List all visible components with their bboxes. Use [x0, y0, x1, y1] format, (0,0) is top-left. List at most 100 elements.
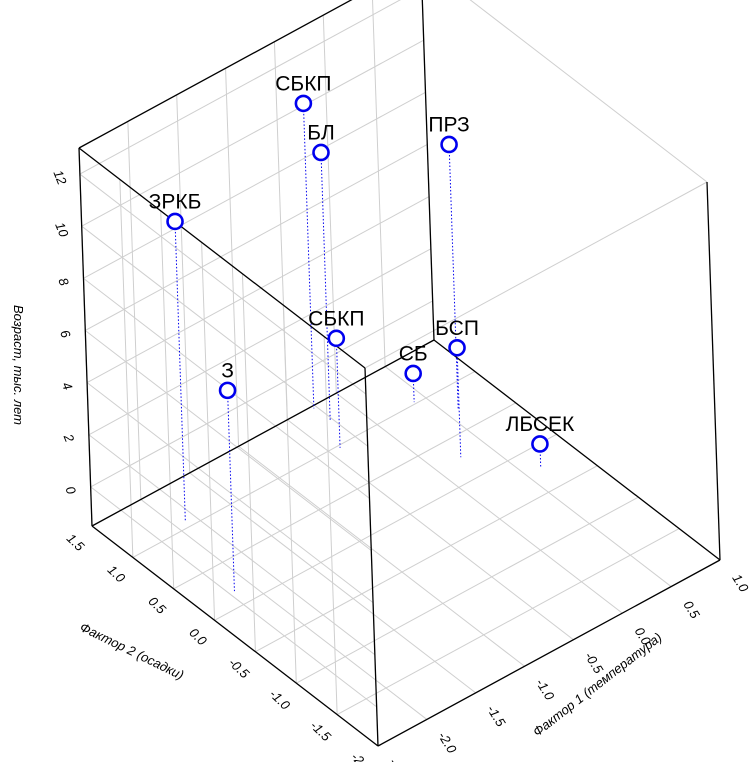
x-tick-label: -1.0 — [533, 676, 558, 704]
data-point-marker — [312, 143, 330, 162]
data-point-marker — [327, 329, 346, 348]
floor-grid-line — [132, 370, 476, 558]
right-wall-grid-line — [372, 0, 386, 367]
z-tick-label: 12 — [50, 168, 70, 188]
left-wall-grid-line — [81, 225, 368, 447]
frame-edge — [433, 339, 721, 561]
x-tick-label: -2.5 — [386, 755, 411, 762]
left-wall-grid-line — [84, 330, 372, 551]
tick-labels: -2.5 -2.0 -1.5 -1.0 -0.5 0.0 0.5 1.0 -2.0 -1.5 -1.… — [50, 168, 750, 762]
z-tick-label: 4 — [59, 380, 76, 392]
top-edge — [364, 181, 708, 369]
drop-line — [227, 390, 235, 592]
floor-grid-line — [384, 366, 672, 587]
y-tick-label: 0.5 — [146, 594, 170, 618]
y-tick-label: 1.0 — [105, 562, 129, 586]
floor-grid-line — [238, 445, 525, 667]
data-point-marker — [294, 94, 313, 113]
data-point-label: ЛБСЕК — [506, 413, 575, 436]
drop-lines — [174, 103, 542, 592]
right-wall-grid-line — [85, 144, 428, 331]
floor-grid-line — [287, 419, 574, 641]
left-wall-grid-line — [160, 210, 175, 589]
right-wall-grid-line — [81, 39, 424, 227]
data-points: ЗРКБ З СБКП БЛ ПРЗ СБКП БСП СБ ЛБСЕК — [149, 72, 575, 453]
right-wall-grid-line — [86, 196, 430, 384]
data-point-label: З — [221, 359, 234, 382]
z-tick-label: 2 — [60, 431, 77, 445]
left-wall-grid-line — [323, 336, 338, 715]
top-edge — [469, 0, 708, 183]
drop-line — [448, 144, 459, 411]
right-wall-grid-line — [79, 0, 402, 175]
left-wall-grid-line — [90, 486, 377, 708]
drop-line — [320, 152, 331, 421]
right-wall-grid-line — [90, 300, 433, 488]
right-wall-grid-line — [225, 68, 240, 447]
frame-edge — [78, 147, 366, 369]
data-point-label: ПРЗ — [428, 113, 469, 136]
data-point-label: ЗРКБ — [149, 190, 202, 213]
data-point-marker — [440, 135, 458, 154]
y-tick-label: 0.0 — [186, 625, 210, 649]
data-point-marker — [166, 212, 184, 231]
frame-edge — [377, 559, 721, 747]
floor-grid-line — [173, 402, 516, 590]
y-tick-label: -2.0 — [348, 749, 375, 762]
left-wall-grid-line — [241, 273, 256, 652]
floor-grid-line — [255, 465, 598, 653]
chart-frame — [78, 0, 721, 747]
y-tick-label: -1.5 — [307, 718, 334, 745]
y-tick-label: -0.5 — [226, 655, 253, 682]
x-tick-label: 0.5 — [681, 598, 704, 622]
data-point-label: БСП — [435, 317, 479, 340]
data-point-label: БЛ — [307, 121, 335, 144]
drop-line — [335, 338, 341, 448]
right-wall-grid-line — [176, 94, 191, 473]
data-point-marker — [404, 364, 422, 383]
z-tick-label: 10 — [52, 220, 72, 240]
left-wall-grid-line — [88, 434, 376, 656]
frame-edge — [91, 525, 379, 747]
drop-line — [302, 103, 315, 409]
frame-edge — [421, 0, 435, 341]
floor-grid-line — [336, 528, 680, 716]
x-tick-label: 1.0 — [729, 571, 750, 595]
floor-grid-line — [335, 392, 623, 614]
chart-grid — [78, 0, 721, 747]
data-point-label: СБКП — [308, 307, 364, 330]
floor-grid-line — [296, 496, 639, 684]
left-wall-grid-line — [79, 173, 367, 395]
frame-edge — [706, 181, 721, 561]
data-point-label: СБ — [399, 342, 428, 365]
right-wall-grid-line — [88, 248, 432, 436]
right-wall-grid-line — [83, 91, 426, 279]
right-wall-grid-line — [127, 121, 142, 500]
data-point-marker — [218, 381, 237, 400]
z-tick-label: 6 — [57, 328, 74, 341]
drop-line — [174, 221, 186, 522]
floor-grid-line — [140, 499, 428, 720]
left-wall-grid-line — [201, 242, 216, 621]
data-point-marker — [531, 435, 549, 453]
frame-edge — [364, 367, 379, 747]
floor-grid-line — [214, 433, 557, 621]
z-tick-label: 0 — [63, 484, 80, 497]
data-point-label: СБКП — [275, 72, 331, 95]
z-axis-title: Возраст, тыс. лет — [11, 305, 26, 425]
frame-edge — [78, 147, 93, 527]
y-tick-label: -1.0 — [267, 686, 294, 713]
z-tick-label: 8 — [55, 275, 72, 288]
left-wall-grid-line — [119, 179, 134, 558]
right-wall-grid-line — [273, 41, 288, 420]
x-tick-label: -1.5 — [484, 702, 509, 730]
y-tick-label: 1.5 — [64, 531, 88, 555]
drop-line — [456, 347, 462, 458]
left-wall-grid-line — [86, 382, 374, 604]
y-axis-title: Фактор 2 (осадки) — [78, 619, 187, 682]
frame-edge — [91, 339, 435, 527]
frame-edge — [78, 0, 353, 149]
data-point-marker — [448, 338, 466, 357]
x-tick-label: -2.0 — [435, 729, 460, 757]
